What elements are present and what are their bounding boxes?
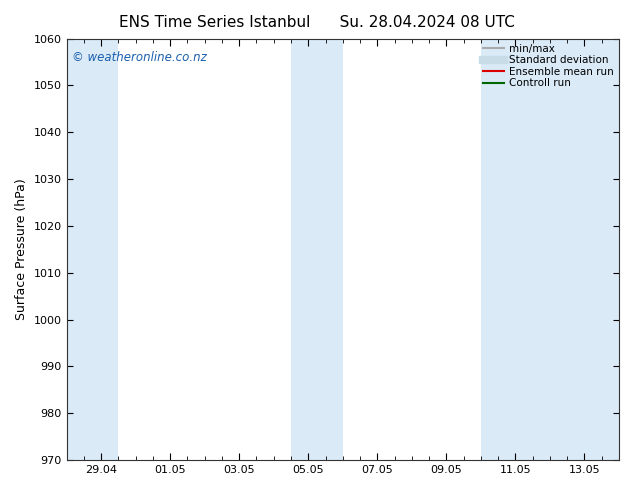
Y-axis label: Surface Pressure (hPa): Surface Pressure (hPa) [15,178,28,320]
Bar [291,39,343,460]
Text: © weatheronline.co.nz: © weatheronline.co.nz [72,51,207,64]
Bar [67,39,119,460]
Bar [481,39,619,460]
Legend: min/max, Standard deviation, Ensemble mean run, Controll run: min/max, Standard deviation, Ensemble me… [480,41,617,92]
Text: ENS Time Series Istanbul      Su. 28.04.2024 08 UTC: ENS Time Series Istanbul Su. 28.04.2024 … [119,15,515,30]
